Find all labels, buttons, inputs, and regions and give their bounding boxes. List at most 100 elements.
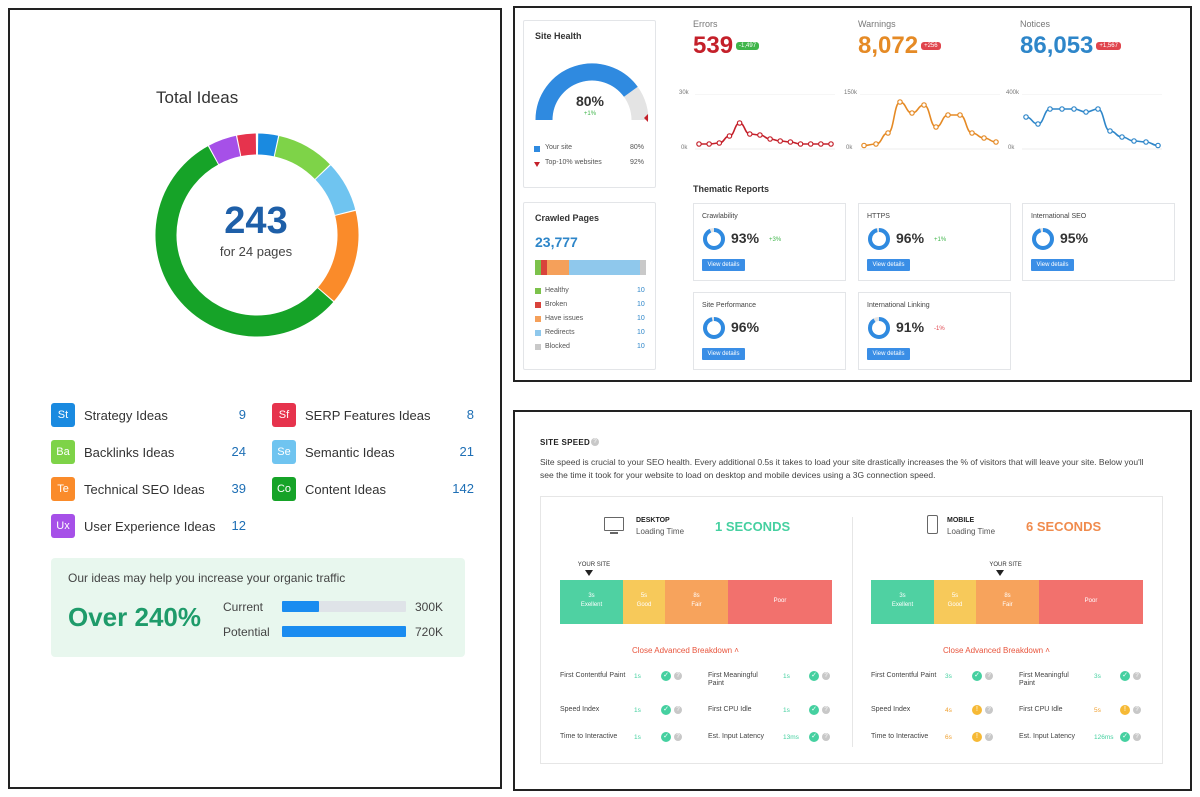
sparkline-point[interactable] — [767, 136, 773, 142]
thematic-percent: 95% — [1060, 230, 1089, 246]
help-icon[interactable]: ? — [674, 706, 682, 714]
desktop-icon — [604, 517, 624, 531]
sparkline-point[interactable] — [981, 135, 987, 141]
sparkline-point[interactable] — [787, 139, 794, 145]
speed-segment-poor: Poor — [728, 580, 832, 624]
idea-label: Backlinks Ideas — [84, 444, 175, 460]
sparkline-point[interactable] — [1119, 134, 1125, 140]
thematic-ring — [1032, 228, 1054, 250]
sparkline-point[interactable] — [861, 142, 867, 149]
thematic-card-international-linking: International Linking 91% -1% View details — [858, 292, 1011, 370]
view-details-button[interactable]: View details — [702, 348, 745, 360]
check-icon: ✓ — [809, 705, 819, 715]
crawled-value[interactable]: 10 — [637, 329, 645, 336]
sparkline-point[interactable] — [993, 139, 999, 145]
sparkline-point[interactable] — [706, 141, 712, 147]
sparkline-point[interactable] — [897, 99, 903, 105]
donut-segment-strategy-ideas[interactable] — [256, 133, 280, 157]
donut-segment-content-ideas[interactable] — [155, 145, 334, 337]
idea-user-experience-ideas[interactable]: Ux User Experience Ideas 12 — [51, 514, 246, 538]
sparkline-point[interactable] — [716, 140, 723, 146]
sparkline-point[interactable] — [777, 138, 784, 144]
sparkline-point[interactable] — [909, 110, 915, 116]
sparkline-point[interactable] — [736, 120, 743, 126]
speed-metric-value: 1s — [634, 673, 641, 680]
help-icon[interactable]: ? — [1133, 672, 1141, 680]
sparkline-point[interactable] — [873, 141, 879, 147]
help-icon[interactable]: ? — [985, 672, 993, 680]
sparkline-point[interactable] — [1071, 106, 1077, 112]
view-details-button[interactable]: View details — [702, 259, 745, 271]
view-details-button[interactable]: View details — [867, 348, 910, 360]
idea-technical-seo-ideas[interactable]: Te Technical SEO Ideas 39 — [51, 477, 246, 501]
thematic-name: International SEO — [1031, 213, 1087, 220]
sparkline-point[interactable] — [1107, 128, 1113, 134]
donut-segment-technical-seo-ideas[interactable] — [317, 210, 359, 302]
warning-icon: ! — [972, 732, 982, 742]
help-icon[interactable]: ? — [674, 672, 682, 680]
sparkline-point[interactable] — [933, 124, 939, 130]
thematic-name: Crawlability — [702, 213, 738, 220]
thematic-card-site-performance: Site Performance 96% View details — [693, 292, 846, 370]
idea-content-ideas[interactable]: Co Content Ideas 142 — [272, 477, 474, 501]
help-icon[interactable]: ? — [822, 706, 830, 714]
check-icon: ✓ — [809, 732, 819, 742]
idea-backlinks-ideas[interactable]: Ba Backlinks Ideas 24 — [51, 440, 246, 464]
idea-serp-features-ideas[interactable]: Sf SERP Features Ideas 8 — [272, 403, 474, 427]
metric-value[interactable]: 539 — [693, 32, 734, 59]
your-site-label: YOUR SITE — [989, 562, 1022, 568]
sparkline-point[interactable] — [1131, 138, 1137, 144]
sparkline-point[interactable] — [797, 141, 804, 147]
crawled-value[interactable]: 10 — [637, 315, 645, 322]
sparkline-point[interactable] — [1095, 106, 1101, 112]
sparkline-point[interactable] — [696, 141, 702, 147]
sparkline-point[interactable] — [921, 102, 927, 108]
help-icon[interactable]: ? — [822, 672, 830, 680]
metric-value[interactable]: 86,053 — [1020, 32, 1094, 59]
donut-segment-backlinks-ideas[interactable] — [274, 135, 331, 180]
help-icon[interactable]: ? — [985, 706, 993, 714]
sparkline-point[interactable] — [828, 141, 834, 147]
help-icon[interactable]: ? — [1133, 706, 1141, 714]
crawled-value[interactable]: 10 — [637, 301, 645, 308]
sparkline-point[interactable] — [969, 130, 975, 136]
site-health-title: Site Health — [535, 31, 582, 41]
donut-segment-user-experience-ideas[interactable] — [208, 135, 242, 165]
sparkline-point[interactable] — [807, 141, 814, 147]
sparkline-path — [863, 101, 997, 147]
sparkline-point[interactable] — [1059, 106, 1065, 112]
current-bar — [282, 601, 406, 612]
sparkline-point[interactable] — [1143, 139, 1149, 145]
help-icon[interactable]: ? — [822, 733, 830, 741]
sparkline-point[interactable] — [1035, 121, 1041, 127]
donut-segment-semantic-ideas[interactable] — [315, 165, 356, 217]
help-icon[interactable]: ? — [674, 733, 682, 741]
view-details-button[interactable]: View details — [1031, 259, 1074, 271]
sparkline-point[interactable] — [1023, 114, 1029, 120]
sparkline-point[interactable] — [1047, 106, 1053, 112]
sparkline-point[interactable] — [757, 132, 763, 138]
crawled-value[interactable]: 10 — [637, 343, 645, 350]
close-breakdown-link[interactable]: Close Advanced Breakdown ˄ — [943, 646, 1050, 655]
help-icon[interactable]: ? — [985, 733, 993, 741]
sparkline-point[interactable] — [818, 141, 824, 147]
help-icon[interactable]: ? — [1133, 733, 1141, 741]
idea-strategy-ideas[interactable]: St Strategy Ideas 9 — [51, 403, 246, 427]
sparkline-point[interactable] — [885, 130, 891, 136]
idea-semantic-ideas[interactable]: Se Semantic Ideas 21 — [272, 440, 474, 464]
metric-value[interactable]: 8,072 — [858, 32, 919, 59]
chart-ymin: 0k — [681, 145, 688, 151]
sparkline-point[interactable] — [1083, 109, 1089, 115]
crawled-value[interactable]: 10 — [637, 287, 645, 294]
sparkline-point[interactable] — [746, 131, 753, 137]
sparkline-point[interactable] — [726, 133, 733, 139]
view-details-button[interactable]: View details — [867, 259, 910, 271]
ring-fill — [868, 228, 890, 250]
close-breakdown-link[interactable]: Close Advanced Breakdown ˄ — [632, 646, 739, 655]
sparkline-point[interactable] — [1155, 142, 1161, 149]
sparkline-point[interactable] — [945, 112, 951, 118]
sparkline-point[interactable] — [957, 112, 963, 118]
speed-metric-value: 3s — [945, 673, 952, 680]
donut-segment-serp-features-ideas[interactable] — [237, 133, 258, 157]
help-icon[interactable]: ? — [591, 438, 599, 446]
